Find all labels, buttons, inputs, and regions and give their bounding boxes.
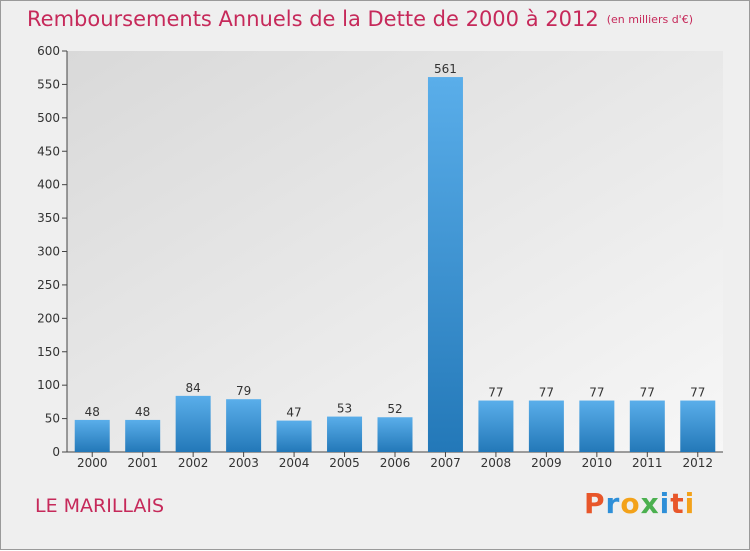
x-tick-label: 2003	[228, 456, 259, 470]
bar	[377, 417, 413, 452]
x-tick-label: 2006	[380, 456, 411, 470]
y-tick-label: 150	[37, 345, 60, 359]
bar	[74, 419, 110, 452]
y-tick-label: 600	[37, 44, 60, 58]
bar-value-label: 47	[286, 406, 301, 420]
logo-letter: o	[620, 487, 641, 520]
plot-area	[67, 51, 723, 452]
bar-value-label: 77	[488, 386, 503, 400]
bar	[125, 419, 161, 452]
x-tick-label: 2001	[127, 456, 158, 470]
bar-value-label: 48	[135, 405, 150, 419]
bar	[175, 395, 211, 452]
y-tick-label: 0	[52, 445, 60, 459]
bar	[226, 399, 262, 452]
y-tick-label: 250	[37, 278, 60, 292]
bar	[427, 77, 463, 452]
bar-value-label: 561	[434, 62, 457, 76]
chart-title-text: Remboursements Annuels de la Dette de 20…	[27, 7, 599, 31]
bar	[629, 400, 665, 452]
y-tick-label: 400	[37, 178, 60, 192]
y-tick-label: 200	[37, 311, 60, 325]
logo-letter: t	[670, 487, 685, 520]
logo-letter: P	[584, 487, 606, 520]
bar-value-label: 77	[690, 386, 705, 400]
bar-value-label: 52	[387, 402, 402, 416]
bar-value-label: 77	[589, 386, 604, 400]
logo-letter: r	[605, 487, 621, 520]
x-tick-label: 2002	[178, 456, 209, 470]
x-tick-label: 2010	[582, 456, 613, 470]
x-tick-label: 2000	[77, 456, 108, 470]
bar-value-label: 77	[539, 386, 554, 400]
bar	[528, 400, 564, 452]
x-tick-label: 2012	[682, 456, 713, 470]
proxiti-logo[interactable]: Proxiti	[584, 487, 695, 520]
y-tick-label: 50	[45, 412, 60, 426]
x-tick-label: 2004	[279, 456, 310, 470]
bar-value-label: 48	[85, 405, 100, 419]
bar-value-label: 84	[186, 381, 201, 395]
bar-value-label: 53	[337, 402, 352, 416]
y-tick-label: 500	[37, 111, 60, 125]
bar	[680, 400, 716, 452]
x-tick-label: 2005	[329, 456, 360, 470]
bar	[579, 400, 615, 452]
x-tick-label: 2011	[632, 456, 663, 470]
bar-value-label: 77	[640, 386, 655, 400]
bar	[327, 416, 363, 452]
x-tick-label: 2009	[531, 456, 562, 470]
y-tick-label: 550	[37, 77, 60, 91]
y-tick-label: 100	[37, 378, 60, 392]
logo-letter: i	[684, 487, 696, 520]
x-tick-label: 2008	[481, 456, 512, 470]
bar	[478, 400, 514, 452]
bar	[276, 420, 312, 452]
y-tick-label: 300	[37, 245, 60, 259]
y-tick-label: 450	[37, 144, 60, 158]
y-tick-label: 350	[37, 211, 60, 225]
unit-note: (en milliers d'€)	[606, 13, 693, 26]
x-tick-label: 2007	[430, 456, 461, 470]
commune-name: LE MARILLAIS	[35, 495, 165, 517]
chart-title: Remboursements Annuels de la Dette de 20…	[27, 7, 693, 31]
bar-value-label: 79	[236, 384, 251, 398]
logo-letter: x	[640, 487, 660, 520]
logo-letter: i	[659, 487, 671, 520]
